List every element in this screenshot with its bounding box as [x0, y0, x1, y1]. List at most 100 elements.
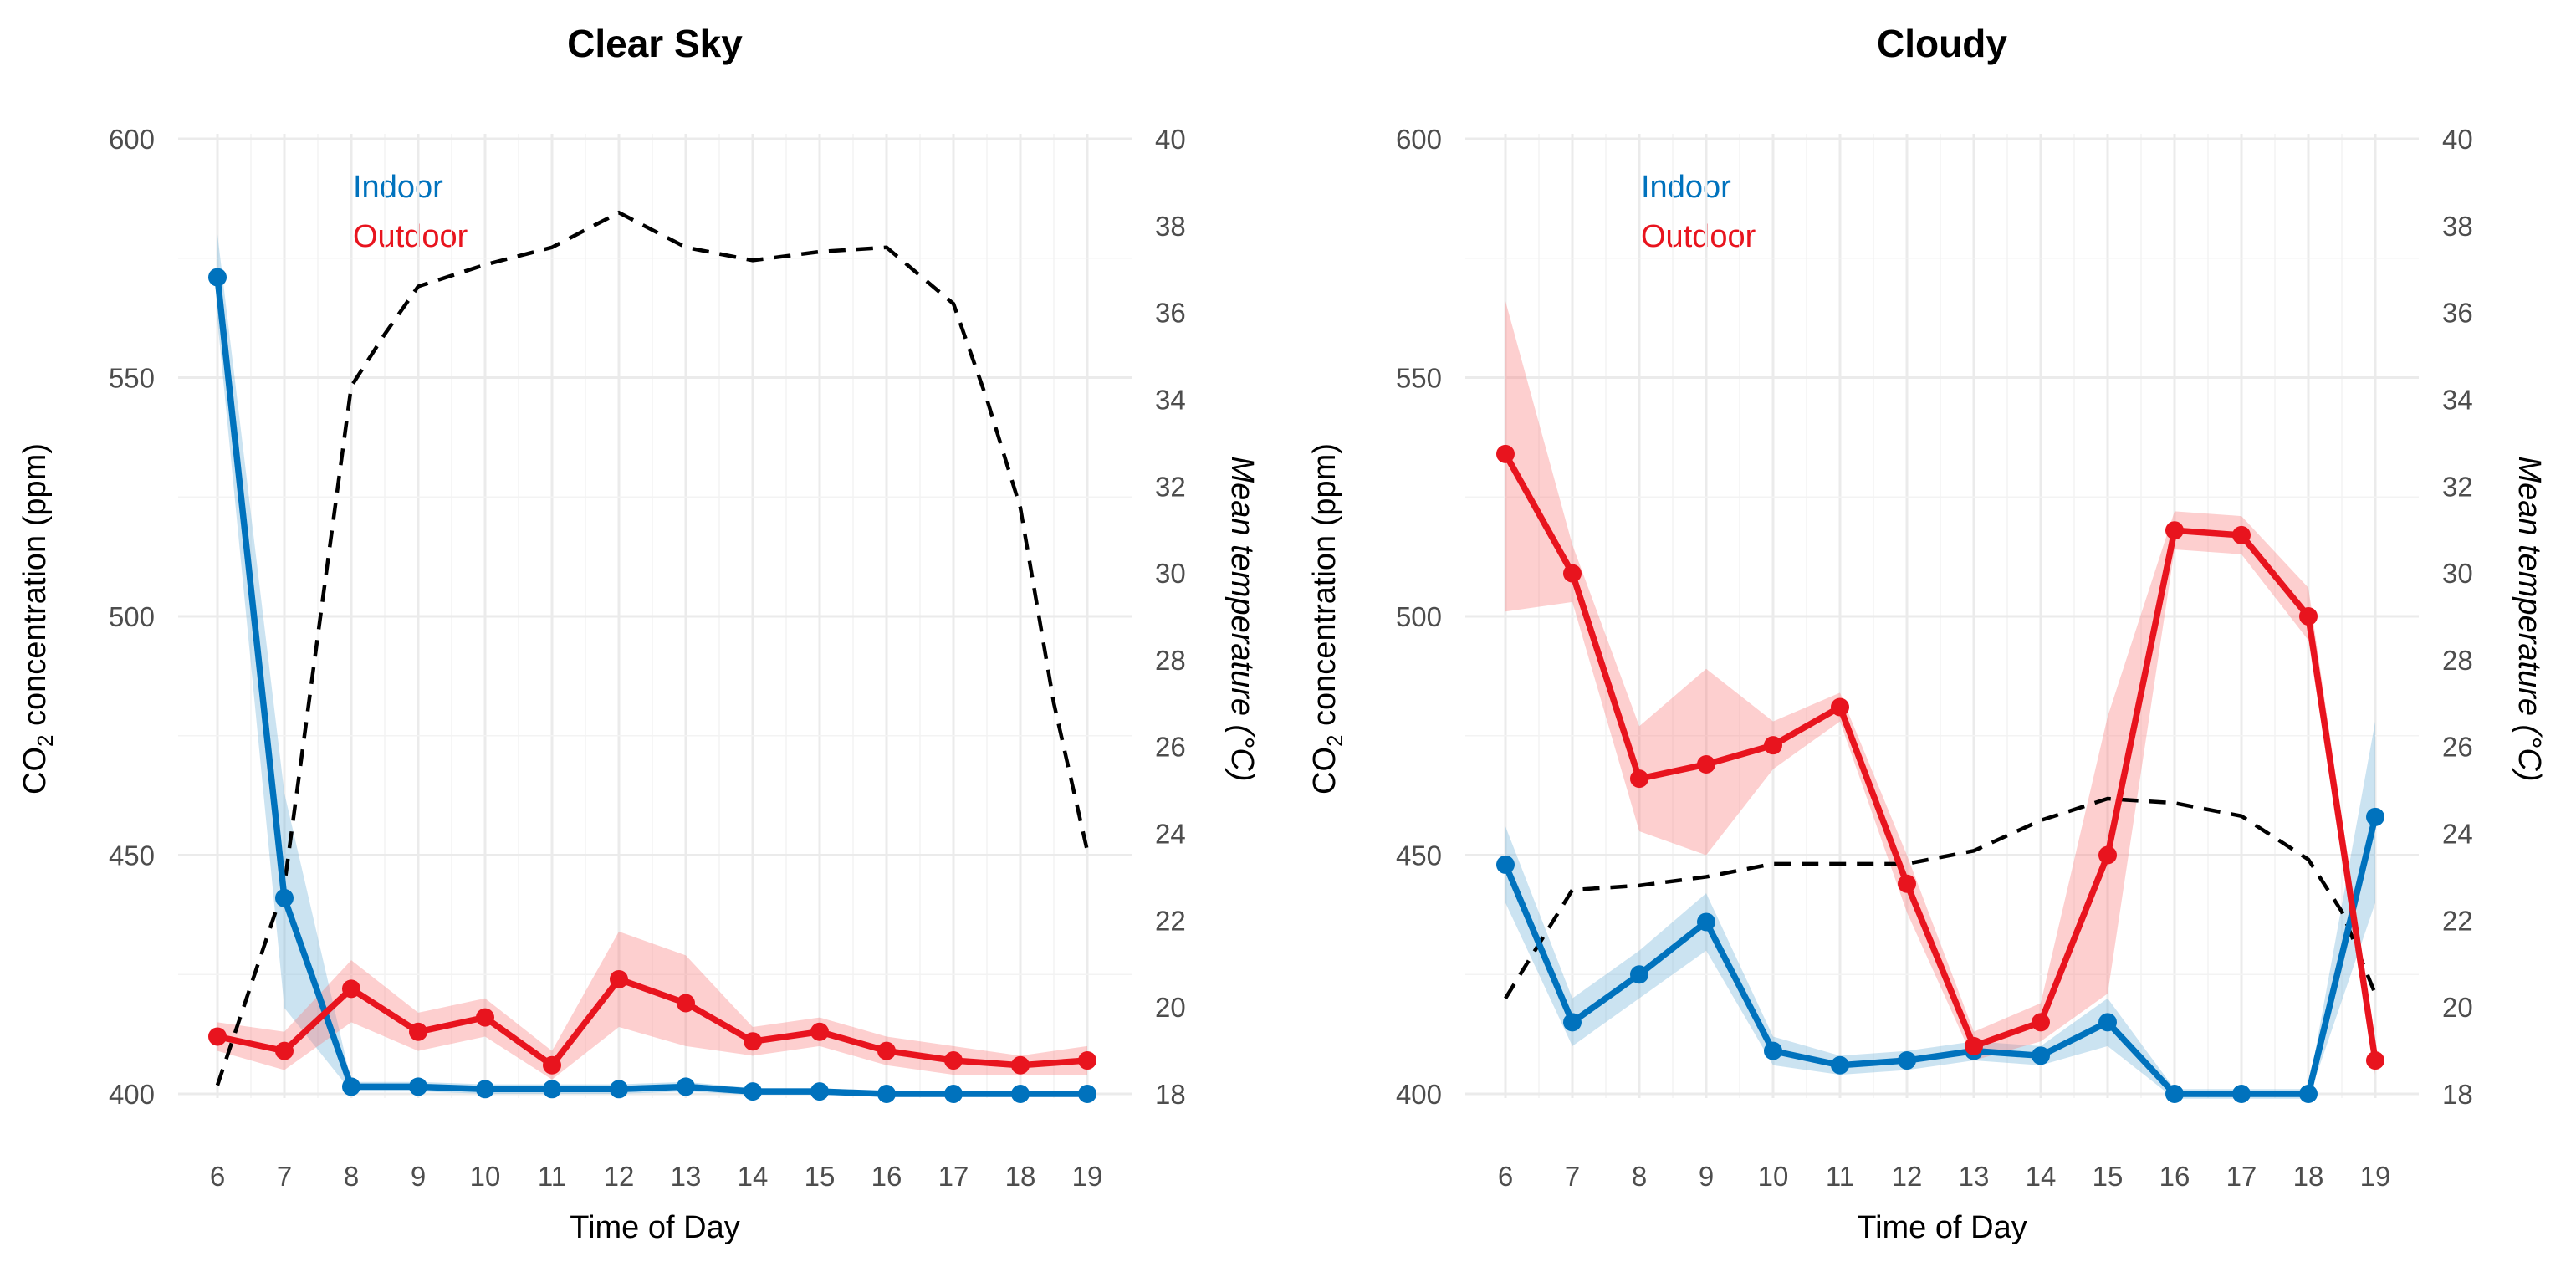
- tick-label-layer: 6 7 8 9 10 11 12 13 14 15 16 17 18 19 400 450 500 550 600 1…: [109, 124, 1186, 1192]
- indoor-point: [744, 1082, 762, 1101]
- ribbon-layer: [217, 234, 1087, 1096]
- y-tick-label: 450: [1396, 840, 1442, 871]
- indoor-point: [543, 1080, 561, 1099]
- y2-tick-label: 34: [1155, 384, 1186, 415]
- outdoor-point: [1965, 1036, 1983, 1055]
- indoor-point: [342, 1077, 360, 1096]
- x-tick-label: 15: [805, 1161, 836, 1192]
- outdoor-point: [2299, 607, 2318, 626]
- y2-tick-label: 26: [1155, 732, 1186, 763]
- y-axis-label-prefix: CO: [1307, 747, 1342, 794]
- indoor-point: [2299, 1085, 2318, 1103]
- outdoor-point: [275, 1041, 294, 1060]
- y-axis-label-suffix: concentration (ppm): [1307, 443, 1342, 735]
- outdoor-point: [1898, 874, 1916, 893]
- ribbon-outdoor: [217, 931, 1087, 1080]
- outdoor-point: [2232, 525, 2251, 544]
- y-tick-label: 550: [1396, 363, 1442, 394]
- indoor-point: [1011, 1085, 1030, 1103]
- y-tick-label: 600: [1396, 124, 1442, 155]
- legend-outdoor: Outdoor: [1641, 219, 1756, 254]
- y2-tick-label: 38: [2442, 211, 2473, 242]
- outdoor-point: [2366, 1051, 2384, 1070]
- grid-layer: [178, 134, 1132, 1098]
- temperature-line: [1504, 796, 2378, 999]
- y2-tick-label: 28: [2442, 645, 2473, 676]
- indoor-point: [1496, 855, 1515, 874]
- y2-tick-label: 30: [2442, 558, 2473, 589]
- x-tick-label: 17: [2226, 1161, 2257, 1192]
- y2-tick-label: 22: [1155, 905, 1186, 936]
- outdoor-point: [2032, 1013, 2050, 1032]
- indoor-point: [409, 1077, 427, 1096]
- x-tick-label: 19: [1072, 1161, 1103, 1192]
- outdoor-point: [1496, 444, 1515, 463]
- tick-label-layer: 6 7 8 9 10 11 12 13 14 15 16 17 18 19 400 450 500 550 600 1…: [1396, 124, 2473, 1192]
- x-tick-label: 7: [1565, 1161, 1580, 1192]
- secondary-y-axis-label: Mean temperature (°C): [1224, 457, 1260, 782]
- outdoor-point: [208, 1027, 227, 1046]
- x-tick-label: 8: [344, 1161, 359, 1192]
- indoor-point: [2032, 1046, 2050, 1065]
- indoor-point: [2232, 1085, 2251, 1103]
- y2-tick-label: 22: [2442, 905, 2473, 936]
- x-tick-label: 10: [1758, 1161, 1789, 1192]
- y-axis-label-subscript: 2: [33, 735, 58, 747]
- y2-tick-label: 24: [2442, 819, 2473, 850]
- x-axis-label: Time of Day: [570, 1210, 739, 1245]
- x-tick-label: 16: [2159, 1161, 2190, 1192]
- secondary-y-axis-label: Mean temperature (°C): [2512, 457, 2547, 782]
- x-tick-label: 6: [210, 1161, 225, 1192]
- outdoor-point: [1630, 769, 1648, 789]
- outdoor-point: [1764, 736, 1782, 755]
- line-layer: [1496, 444, 2384, 1103]
- indoor-point: [610, 1080, 628, 1099]
- outdoor-point: [409, 1022, 427, 1041]
- y-tick-label: 600: [109, 124, 155, 155]
- ribbon-indoor: [217, 234, 1087, 1096]
- y-tick-label: 550: [109, 363, 155, 394]
- y2-tick-label: 18: [2442, 1079, 2473, 1110]
- temperature-line: [215, 210, 1090, 1086]
- x-tick-label: 11: [1826, 1161, 1854, 1192]
- outdoor-point: [744, 1032, 762, 1051]
- y2-tick-label: 18: [1155, 1079, 1186, 1110]
- y2-tick-label: 34: [2442, 384, 2473, 415]
- x-tick-label: 19: [2360, 1161, 2391, 1192]
- x-tick-label: 6: [1498, 1161, 1513, 1192]
- outdoor-point: [1563, 564, 1582, 583]
- y2-tick-label: 20: [1155, 992, 1186, 1023]
- x-tick-label: 16: [871, 1161, 902, 1192]
- y2-tick-label: 24: [1155, 819, 1186, 850]
- y-axis-label: CO2 concentration (ppm): [18, 443, 58, 794]
- x-tick-label: 11: [538, 1161, 566, 1192]
- outdoor-point: [2098, 845, 2117, 865]
- outdoor-line: [1502, 451, 2379, 1064]
- indoor-point: [1831, 1055, 1849, 1075]
- y-axis-label: CO2 concentration (ppm): [1307, 443, 1347, 794]
- indoor-point: [1630, 965, 1648, 984]
- x-tick-label: 12: [1892, 1161, 1923, 1192]
- indoor-point: [1563, 1013, 1582, 1032]
- y2-tick-label: 26: [2442, 732, 2473, 763]
- y-tick-label: 400: [1396, 1079, 1442, 1110]
- x-tick-label: 9: [1699, 1161, 1714, 1192]
- y-tick-label: 450: [109, 840, 155, 871]
- indoor-point: [2098, 1013, 2117, 1032]
- y-axis-label-subscript: 2: [1322, 735, 1347, 747]
- outdoor-point: [543, 1055, 561, 1075]
- legend-indoor: Indoor: [1641, 170, 1731, 205]
- x-axis-label: Time of Day: [1857, 1210, 2027, 1245]
- y2-tick-label: 30: [1155, 558, 1186, 589]
- x-tick-label: 12: [604, 1161, 635, 1192]
- cloudy-panel: Cloudy Time of Day CO2 concentration (pp…: [1307, 22, 2547, 1245]
- indoor-line: [1502, 814, 2379, 1097]
- outdoor-point: [944, 1051, 963, 1070]
- outdoor-point: [677, 994, 695, 1013]
- y-axis-label-prefix: CO: [18, 747, 53, 794]
- indoor-point: [476, 1080, 494, 1099]
- outdoor-point: [1078, 1051, 1096, 1070]
- indoor-line: [214, 273, 1091, 1097]
- x-tick-label: 13: [671, 1161, 702, 1192]
- outdoor-point: [1011, 1055, 1030, 1075]
